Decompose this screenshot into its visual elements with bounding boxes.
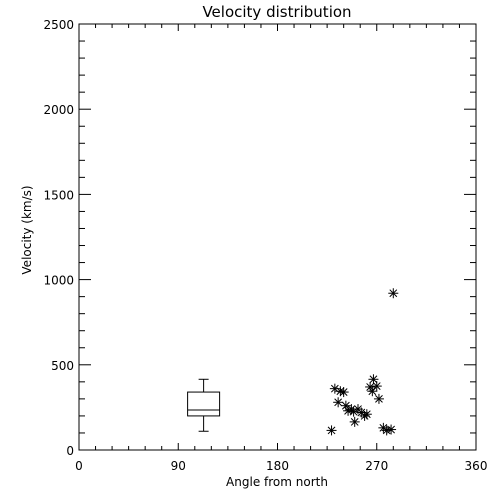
- scatter-point: [361, 409, 372, 420]
- x-tick-label: 180: [266, 459, 289, 473]
- scatter-point: [348, 406, 359, 417]
- y-tick-label: 2500: [43, 18, 74, 32]
- y-axis-label: Velocity (km/s): [20, 185, 34, 274]
- x-tick-label: 0: [75, 459, 83, 473]
- x-tick-label: 90: [171, 459, 186, 473]
- scatter-point: [338, 387, 349, 398]
- plot-frame: [78, 23, 477, 451]
- scatter-point: [373, 393, 384, 404]
- scatter-point: [371, 381, 382, 392]
- scatter-points: [326, 288, 399, 436]
- scatter-point: [333, 397, 344, 408]
- y-tick-label: 500: [51, 359, 74, 373]
- x-axis-label: Angle from north: [226, 475, 328, 489]
- scatter-point: [386, 424, 397, 435]
- scatter-point: [349, 416, 360, 427]
- scatter-point: [388, 288, 399, 299]
- y-tick-label: 1500: [43, 188, 74, 202]
- scatter-point: [326, 425, 337, 436]
- axis-ticks: 0 90 180 270 360 0 500 1000 1500 2000 2500: [43, 18, 487, 473]
- boxplot: [187, 378, 221, 432]
- x-tick-label: 360: [465, 459, 488, 473]
- box-iqr: [187, 391, 221, 417]
- y-tick-label: 1000: [43, 274, 74, 288]
- chart-title: Velocity distribution: [202, 3, 351, 21]
- x-tick-label: 270: [365, 459, 388, 473]
- y-tick-label: 2000: [43, 103, 74, 117]
- y-tick-label: 0: [66, 444, 74, 458]
